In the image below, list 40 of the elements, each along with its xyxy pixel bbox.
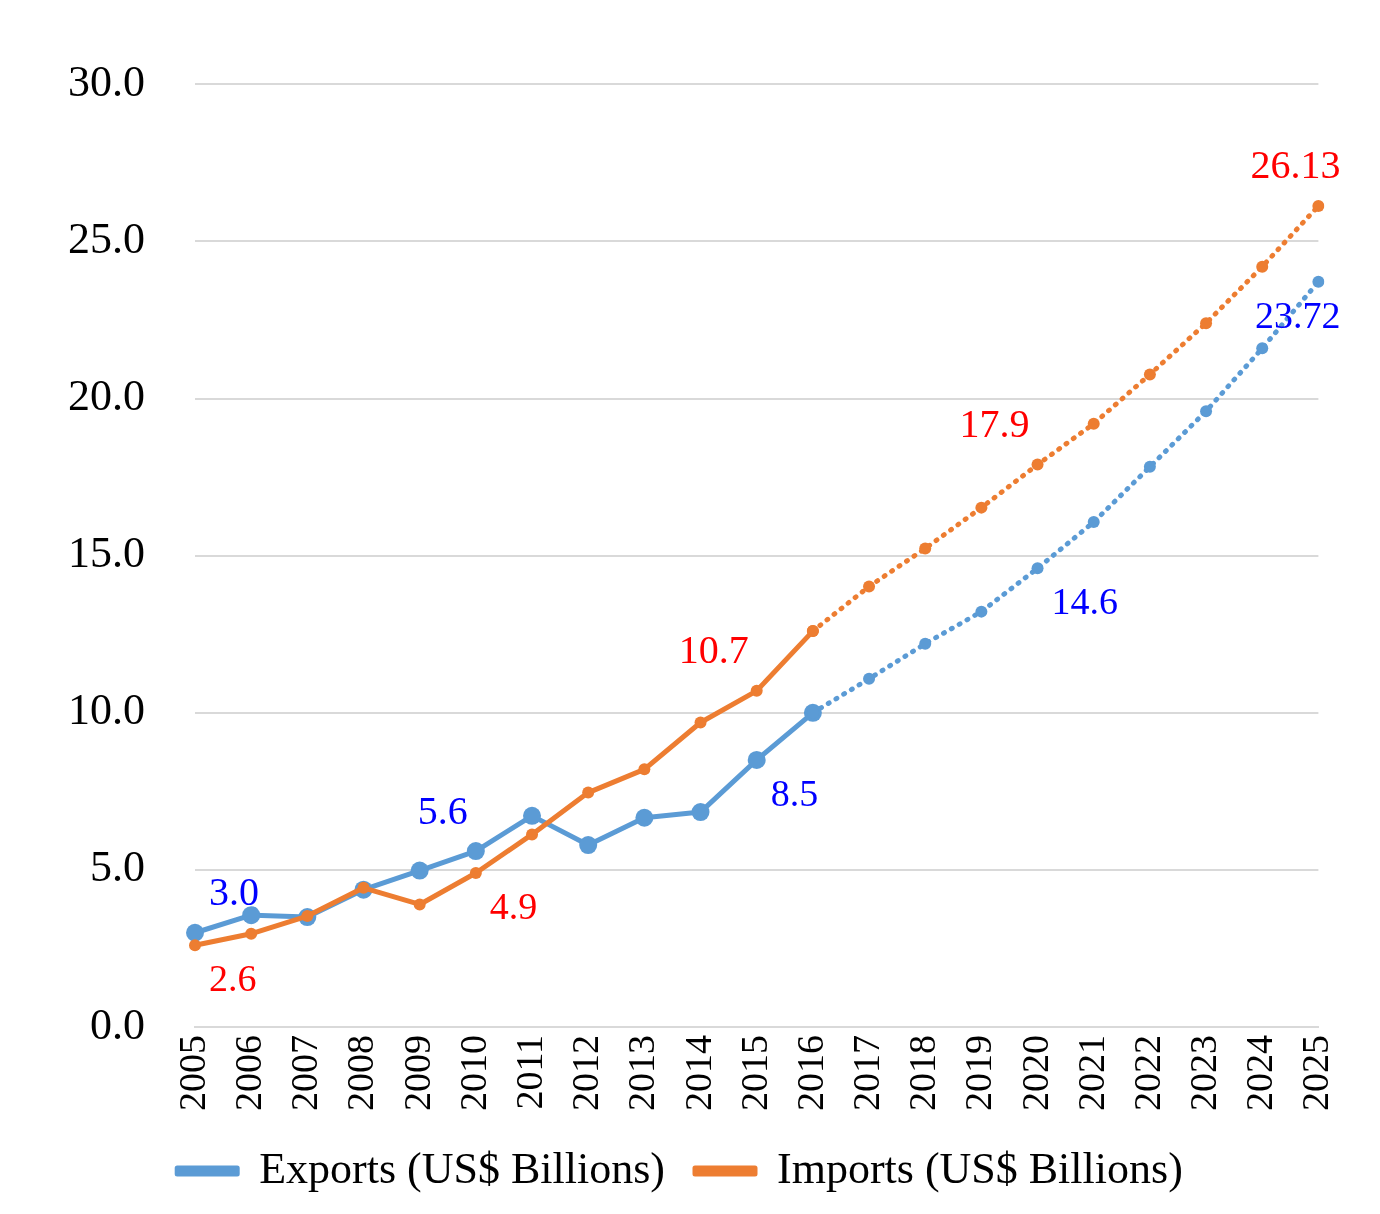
y-tick-label: 5.0 xyxy=(90,842,145,892)
data-label: 17.9 xyxy=(959,401,1030,447)
legend-label: Exports (US$ Billions) xyxy=(259,1143,665,1193)
x-tick-label: 2011 xyxy=(508,1035,550,1110)
data-label: 4.9 xyxy=(489,885,538,928)
x-tick-label: 2012 xyxy=(564,1035,607,1111)
data-label: 8.5 xyxy=(770,771,819,814)
x-tick-label: 2015 xyxy=(732,1035,775,1111)
x-tick-label: 2008 xyxy=(339,1035,382,1111)
x-tick-label: 2017 xyxy=(845,1035,888,1111)
x-tick-label: 2007 xyxy=(283,1035,326,1111)
y-tick-label: 25.0 xyxy=(68,214,145,264)
x-tick-label: 2005 xyxy=(170,1035,213,1111)
y-tick-label: 10.0 xyxy=(68,685,145,735)
x-tick-label: 2010 xyxy=(451,1035,494,1111)
x-tick-label: 2014 xyxy=(676,1035,719,1111)
data-label: 14.6 xyxy=(1051,580,1119,623)
data-label: 5.6 xyxy=(417,787,468,833)
x-tick-label: 2009 xyxy=(395,1035,438,1111)
x-tick-label: 2013 xyxy=(620,1035,663,1111)
y-tick-label: 0.0 xyxy=(90,999,145,1049)
data-label: 10.7 xyxy=(678,627,749,673)
x-tick-label: 2018 xyxy=(901,1035,944,1111)
x-tick-label: 2016 xyxy=(788,1035,831,1111)
x-tick-label: 2020 xyxy=(1013,1035,1056,1111)
x-tick-label: 2024 xyxy=(1238,1035,1281,1111)
x-tick-label: 2025 xyxy=(1294,1035,1337,1111)
x-tick-label: 2021 xyxy=(1069,1035,1112,1111)
data-label: 2.6 xyxy=(209,957,257,1000)
x-tick-label: 2006 xyxy=(227,1035,270,1111)
data-label: 26.13 xyxy=(1250,142,1341,188)
x-tick-label: 2023 xyxy=(1182,1035,1225,1111)
x-tick-label: 2019 xyxy=(957,1035,1000,1111)
x-tick-label: 2022 xyxy=(1125,1035,1168,1111)
y-tick-label: 15.0 xyxy=(68,528,145,578)
data-label: 23.72 xyxy=(1254,293,1341,336)
y-tick-label: 20.0 xyxy=(68,371,145,421)
data-label: 3.0 xyxy=(209,869,259,915)
y-tick-label: 30.0 xyxy=(68,56,145,106)
legend-label: Imports (US$ Billions) xyxy=(777,1143,1183,1193)
